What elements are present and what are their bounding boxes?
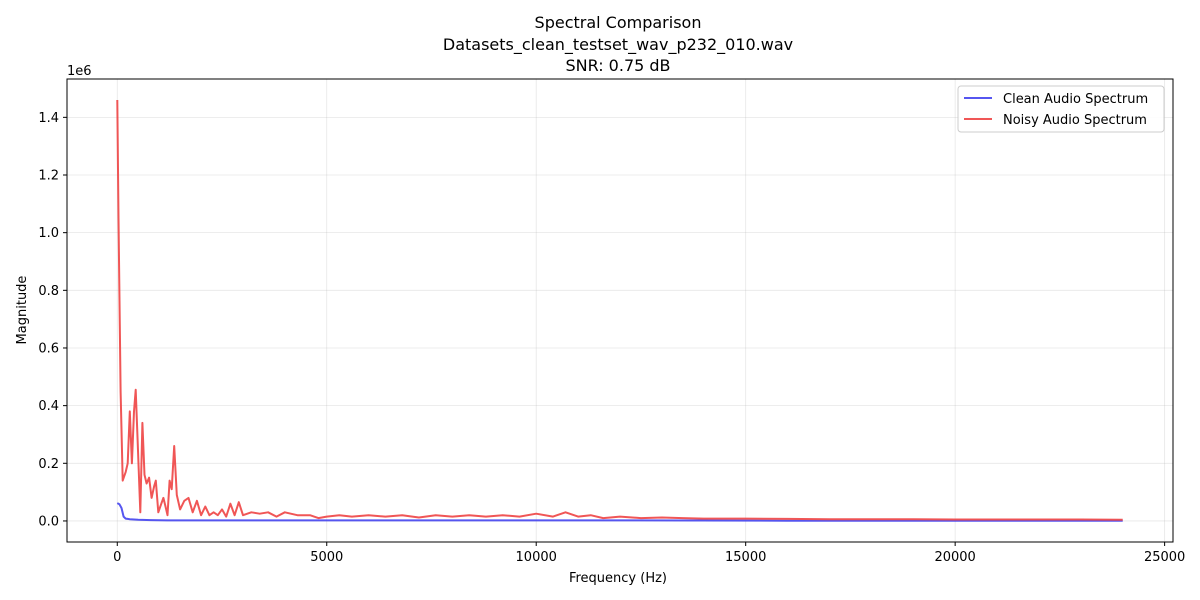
y-tick-label: 1.0 xyxy=(38,226,59,241)
chart-title-line-2: Datasets_clean_testset_wav_p232_010.wav xyxy=(443,35,793,55)
y-tick-label: 0.8 xyxy=(38,284,59,299)
y-tick-label: 1.4 xyxy=(38,111,59,126)
y-offset-label: 1e6 xyxy=(67,64,92,79)
grid-layer xyxy=(67,79,1173,542)
x-tick-label: 10000 xyxy=(516,550,557,565)
x-tick-label: 15000 xyxy=(725,550,766,565)
legend-label-clean: Clean Audio Spectrum xyxy=(1003,92,1148,107)
y-tick-label: 0.4 xyxy=(38,399,59,414)
legend: Clean Audio Spectrum Noisy Audio Spectru… xyxy=(957,85,1165,133)
chart-title-line-1: Spectral Comparison xyxy=(535,13,702,32)
x-tick-label: 0 xyxy=(113,550,121,565)
noisy-spectrum-line xyxy=(116,99,1123,521)
chart-title-line-3: SNR: 0.75 dB xyxy=(565,56,670,75)
x-tick-label: 20000 xyxy=(934,550,975,565)
x-tick-label: 25000 xyxy=(1144,550,1185,565)
x-axis-label: Frequency (Hz) xyxy=(569,571,667,586)
y-axis-label: Magnitude xyxy=(15,276,30,345)
clean-spectrum-line xyxy=(116,502,1123,522)
y-tick-label: 0.6 xyxy=(38,341,59,356)
x-tick-label: 5000 xyxy=(310,550,343,565)
legend-label-noisy: Noisy Audio Spectrum xyxy=(1003,113,1147,128)
series-layer xyxy=(116,99,1123,522)
y-tick-label: 0.0 xyxy=(38,514,59,529)
plot-frame xyxy=(66,78,1174,543)
y-tick-label: 1.2 xyxy=(38,169,59,184)
legend-box xyxy=(957,85,1165,133)
ticks-layer: 0 5000 10000 15000 20000 25000 0.0 0.2 0.4 0.6 0.8… xyxy=(38,111,1185,565)
y-tick-label: 0.2 xyxy=(38,457,59,472)
